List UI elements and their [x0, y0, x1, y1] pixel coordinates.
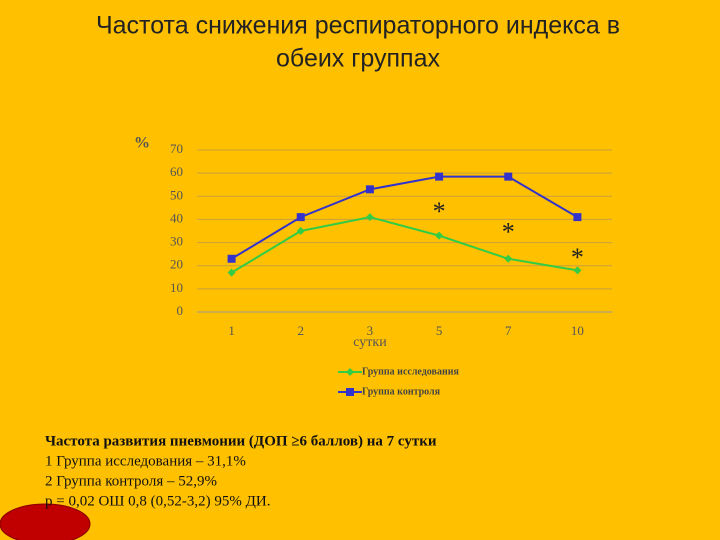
- y-tick-label: 40: [170, 210, 183, 225]
- note-line: 2 Группа контроля – 52,9%: [45, 473, 217, 489]
- point: [504, 254, 513, 263]
- y-tick-label: 50: [170, 187, 183, 202]
- x-tick-label: 2: [298, 323, 305, 338]
- point: [296, 213, 305, 222]
- y-tick-label: 30: [170, 234, 183, 249]
- y-tick-label: 20: [170, 257, 183, 272]
- x-tick-label: 7: [505, 323, 512, 338]
- x-tick-label: 1: [228, 323, 235, 338]
- series-line: [231, 175, 578, 260]
- title-line-2: обеих группах: [276, 45, 440, 73]
- y-tick-label: 70: [170, 141, 183, 156]
- point: [227, 268, 236, 277]
- note-line: 1 Группа исследования – 31,1%: [45, 453, 246, 469]
- point: [346, 368, 354, 376]
- x-tick-label: 10: [571, 323, 584, 338]
- legend-label: Группа контроля: [362, 386, 441, 397]
- point: [346, 388, 354, 396]
- point: [365, 185, 374, 194]
- legend-label: Группа исследования: [362, 366, 459, 377]
- point: [435, 231, 444, 240]
- point: [227, 254, 236, 263]
- point: [573, 266, 582, 275]
- x-axis-label: сутки: [353, 335, 387, 350]
- annotation: *: [502, 218, 515, 247]
- y-tick-label: 0: [177, 303, 184, 318]
- point: [504, 172, 513, 181]
- title-line-1: Частота снижения респираторного индекса …: [96, 12, 620, 40]
- y-tick-label: 60: [170, 164, 183, 179]
- annotation: *: [571, 243, 584, 272]
- point: [296, 227, 305, 235]
- point: [365, 213, 374, 222]
- decor-button: [0, 503, 91, 540]
- x-tick-label: 3: [367, 323, 374, 338]
- point: [573, 213, 582, 222]
- note-line: р = 0,02 ОШ 0,8 (0,52-3,2) 95% ДИ.: [45, 493, 270, 509]
- annotation: *: [433, 197, 446, 226]
- y-tick-label: 10: [170, 280, 183, 295]
- point: [435, 172, 444, 181]
- y-axis-label: %: [134, 135, 150, 152]
- series-line: [231, 216, 578, 274]
- x-tick-label: 5: [436, 323, 443, 338]
- note-line: Частота развития пневмонии (ДОП ≥6 балло…: [45, 433, 437, 449]
